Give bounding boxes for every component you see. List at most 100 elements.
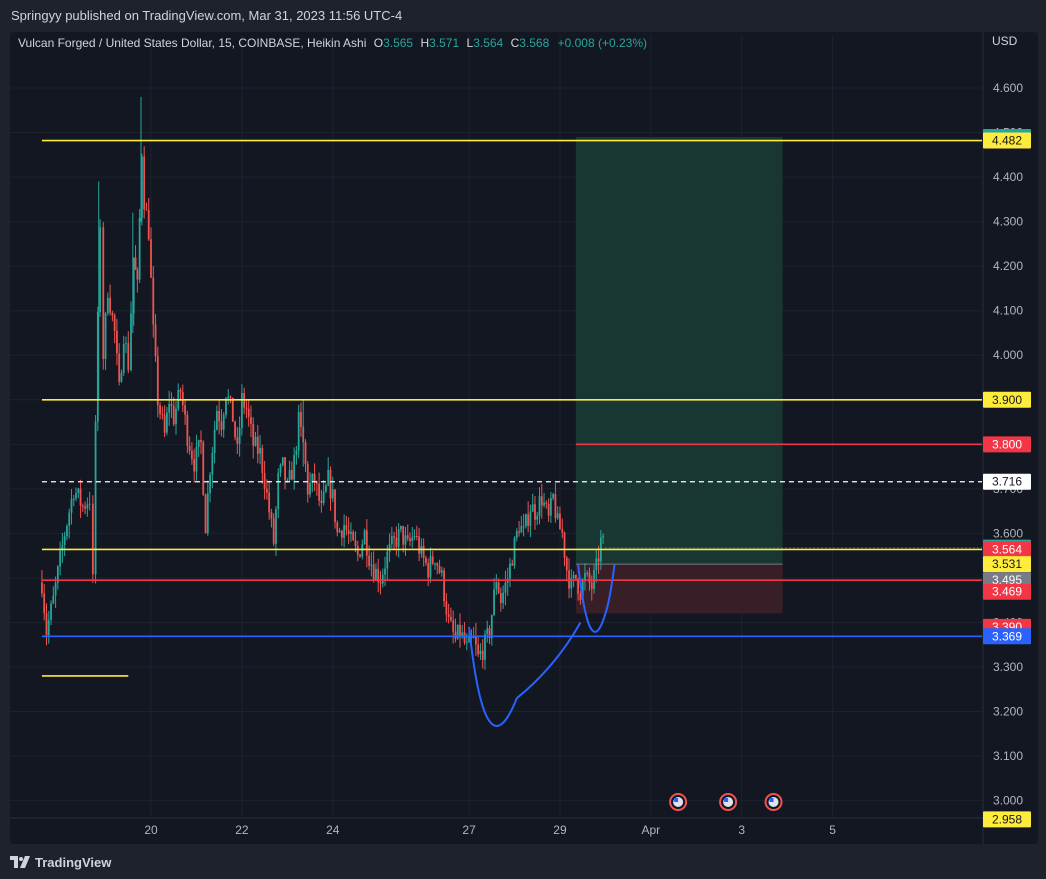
candle-body — [429, 556, 432, 578]
candle-body — [534, 504, 536, 520]
candle-body — [363, 530, 366, 545]
candle-body — [327, 469, 330, 486]
currency-label[interactable]: USD — [992, 34, 1018, 48]
price-axis-label-bg — [983, 811, 1031, 828]
candle-body — [495, 582, 498, 590]
candle-body — [168, 403, 171, 413]
economic-event-flag-icon — [674, 798, 679, 802]
candle-body — [172, 405, 175, 425]
candle-body — [404, 535, 407, 545]
candle-body — [584, 573, 586, 582]
candle-body — [156, 356, 159, 406]
candle-body — [522, 526, 525, 528]
candle-body — [116, 330, 118, 354]
candle-body — [45, 613, 48, 636]
candle-body — [520, 526, 523, 533]
candle-body — [190, 450, 193, 460]
candle-body — [118, 353, 121, 382]
candle-body — [468, 636, 470, 643]
candle-body — [152, 277, 155, 325]
price-axis-label-bg — [983, 391, 1031, 408]
candle-body — [104, 313, 107, 360]
candle-body — [470, 636, 473, 639]
candle-body — [406, 535, 409, 539]
candle-body — [438, 565, 441, 573]
candle-body — [159, 405, 161, 414]
candle-body — [461, 632, 464, 636]
candle-body — [77, 488, 80, 494]
candle-body — [331, 489, 334, 499]
long-position-target-zone[interactable] — [575, 136, 783, 565]
candle-body — [272, 518, 275, 544]
candle-body — [61, 545, 64, 551]
candle-body — [390, 536, 393, 545]
candle-body — [202, 442, 205, 495]
candle-body — [375, 568, 377, 580]
x-axis-tick-label: 24 — [326, 823, 340, 837]
close-label: C — [510, 36, 520, 50]
candle-body — [320, 500, 323, 503]
handle-pattern-drawing[interactable] — [577, 564, 616, 633]
candle-body — [452, 620, 455, 632]
candle-body — [215, 410, 218, 430]
candle-body — [570, 578, 573, 589]
high-value: 3.571 — [429, 36, 460, 50]
price-axis-label-bg — [983, 473, 1031, 490]
tradingview-logo-icon — [10, 856, 30, 868]
candle-body — [134, 257, 137, 270]
candle-body — [402, 526, 405, 545]
candle-body — [315, 482, 318, 484]
chart-frame[interactable] — [10, 32, 1038, 844]
price-axis-label: 3.495 — [992, 573, 1022, 587]
candle-body — [502, 592, 505, 604]
candle-body — [245, 407, 248, 409]
candle-body — [445, 601, 448, 615]
x-axis-tick-label: 22 — [235, 823, 249, 837]
candle-body — [52, 595, 55, 604]
price-axis-label-bg — [983, 541, 1031, 558]
candle-body — [179, 389, 182, 393]
candle-body — [447, 614, 450, 617]
candle-body — [170, 403, 173, 406]
candle-body — [529, 511, 532, 526]
candle-body — [547, 503, 550, 516]
candle-body — [297, 411, 300, 451]
candle-body — [345, 525, 348, 531]
candle-body — [588, 572, 591, 583]
candle-body — [234, 421, 236, 438]
candle-body — [484, 634, 486, 660]
candle-body — [47, 620, 50, 636]
candle-body — [88, 503, 91, 505]
candle-body — [597, 558, 600, 562]
candle-body — [427, 562, 430, 578]
open-value: 3.565 — [383, 36, 414, 50]
x-axis-tick-label: 27 — [462, 823, 476, 837]
price-axis-label-bg — [983, 628, 1031, 645]
tradingview-footer: TradingView — [10, 852, 111, 872]
candle-body — [352, 532, 355, 541]
candle-body — [75, 493, 77, 499]
candle-body — [488, 628, 491, 639]
price-axis-label-bg — [983, 132, 1031, 149]
candle-body — [286, 479, 289, 481]
candle-body — [549, 498, 552, 516]
low-label: L — [466, 36, 474, 50]
candle-body — [265, 488, 268, 493]
symbol-legend: Vulcan Forged / United States Dollar, 15… — [18, 36, 647, 50]
candle-body — [543, 502, 545, 506]
economic-event-flag-icon — [724, 798, 729, 802]
candle-body — [222, 414, 225, 430]
candle-body — [511, 563, 514, 566]
candle-body — [552, 494, 555, 499]
candle-body — [311, 473, 314, 484]
candle-body — [579, 593, 582, 600]
candle-body — [361, 544, 364, 557]
x-axis-tick-label: 3 — [738, 823, 745, 837]
publisher-line: Springyy published on TradingView.com, M… — [11, 8, 403, 23]
x-axis-tick-label: Apr — [641, 823, 660, 837]
candle-body — [99, 227, 102, 313]
candle-body — [409, 538, 411, 541]
candle-body — [486, 628, 489, 635]
cup-pattern-drawing[interactable] — [468, 621, 582, 727]
